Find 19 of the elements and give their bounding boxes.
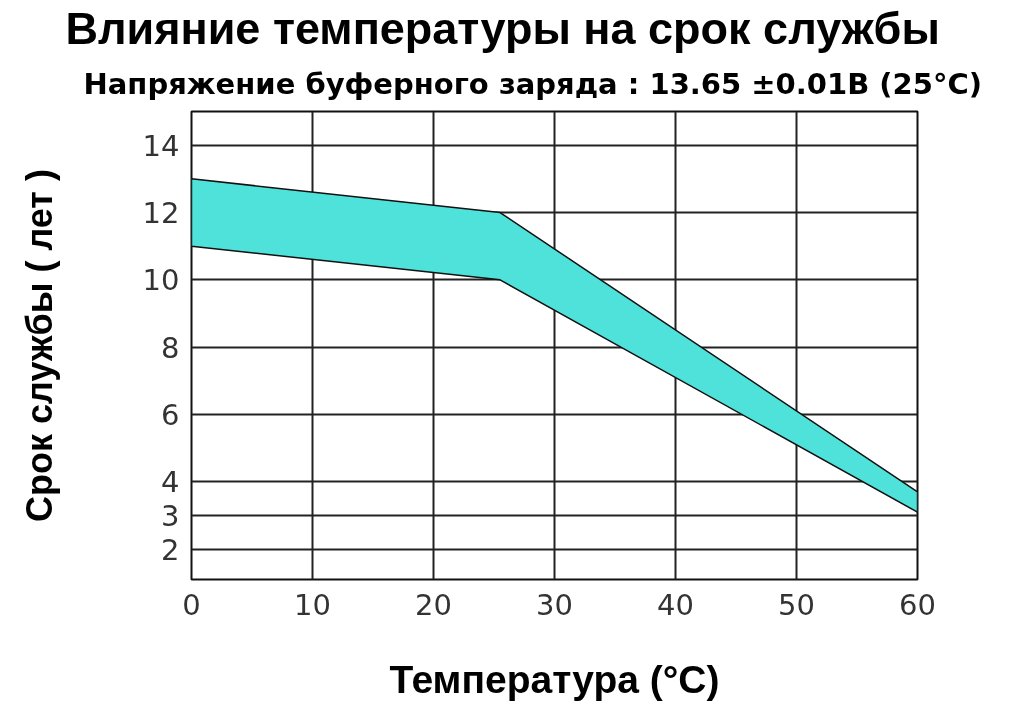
y-tick-label: 8: [161, 330, 180, 365]
x-axis-title: Температура (°C): [389, 657, 720, 701]
y-tick-label: 4: [161, 465, 180, 500]
chart-title: Влияние температуры на срок службы: [65, 2, 940, 54]
x-tick-label: 20: [415, 587, 452, 622]
x-tick-label: 30: [536, 587, 573, 622]
y-tick-label: 10: [142, 263, 180, 298]
x-tick-label: 60: [899, 587, 936, 622]
y-tick-label: 14: [142, 128, 180, 163]
x-tick-label: 40: [657, 587, 694, 622]
x-tick-label: 0: [182, 587, 201, 622]
chart-subtitle: Напряжение буферного заряда : 13.65 ±0.01В (25°C): [83, 66, 982, 101]
y-tick-label: 2: [161, 532, 180, 567]
y-axis-title: Срок службы ( лет ): [18, 169, 60, 522]
x-tick-label: 50: [778, 587, 815, 622]
y-tick-label: 3: [161, 499, 180, 534]
y-tick-label: 12: [142, 196, 180, 231]
x-tick-label: 10: [294, 587, 331, 622]
y-tick-label: 6: [161, 398, 180, 433]
